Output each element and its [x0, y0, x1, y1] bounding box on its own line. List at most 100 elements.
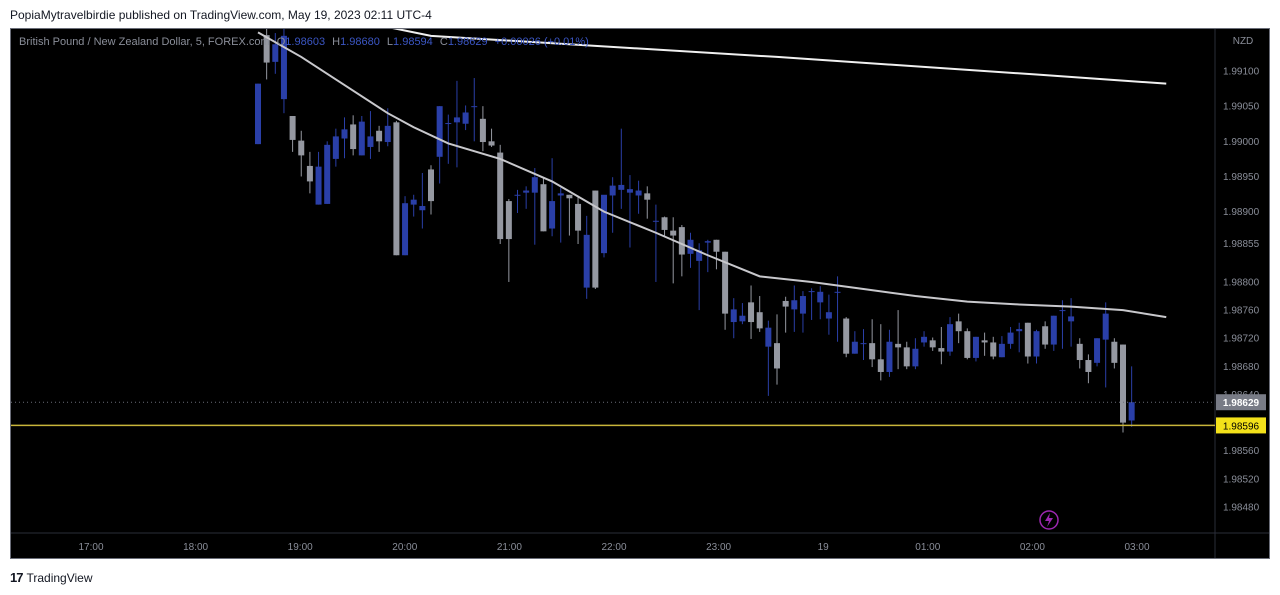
candle-body	[626, 189, 633, 193]
candle-body	[1016, 329, 1023, 332]
candle-body	[1128, 402, 1135, 421]
candle-body	[748, 302, 755, 323]
candle-body	[505, 201, 512, 240]
candle-body	[436, 106, 443, 157]
price-tick-label: 1.99100	[1223, 67, 1260, 78]
currency-label: NZD	[1233, 36, 1254, 47]
price-tick-label: 1.98560	[1223, 446, 1260, 457]
candle-body	[877, 359, 884, 372]
price-tick-label: 1.98520	[1223, 474, 1260, 485]
tradingview-logo-icon: 17	[10, 570, 24, 585]
candle-body	[661, 217, 668, 230]
candle-body	[471, 106, 478, 108]
close-value: 1.98629	[447, 36, 488, 48]
candle-body	[384, 125, 391, 143]
candle-body	[341, 129, 348, 139]
candle-body	[704, 241, 711, 243]
price-tick-label: 1.98680	[1223, 362, 1260, 373]
time-tick-label: 23:00	[706, 542, 731, 553]
candle-body	[782, 300, 789, 307]
price-chart[interactable]: NZD 1.99100 1.99050 1.99000 1.98950 1.98900 1.…	[11, 29, 1269, 558]
candle-body	[1120, 344, 1126, 423]
candle-body	[652, 220, 659, 222]
candle-body	[306, 165, 313, 182]
candle-body	[324, 144, 331, 204]
open-label: O	[276, 36, 286, 48]
candle-body	[808, 291, 815, 293]
candle-body	[350, 124, 357, 150]
candle-body	[402, 203, 409, 256]
candle-body	[453, 117, 460, 123]
candle-body	[912, 348, 919, 367]
candle-body	[540, 184, 547, 232]
close-label: C	[439, 36, 448, 48]
candle-body	[332, 136, 339, 159]
candle-body	[756, 312, 763, 329]
low-label: L	[386, 36, 394, 48]
candle-body	[929, 340, 936, 348]
candle-body	[1033, 331, 1040, 357]
low-value: 1.98594	[393, 36, 433, 48]
published-caption: PopiaMytravelbirdie published on Trading…	[10, 8, 432, 22]
candle-body	[1094, 338, 1101, 363]
candle-body	[514, 194, 521, 196]
lightning-bolt-shape	[1045, 513, 1053, 527]
candle-body	[428, 169, 434, 202]
candle-body	[670, 230, 677, 236]
candle-body	[938, 348, 945, 352]
candle-body	[635, 190, 642, 196]
candle-body	[886, 341, 893, 372]
candle-body	[419, 206, 426, 211]
candle-body	[990, 342, 997, 357]
lightning-icon[interactable]	[1039, 510, 1059, 530]
candle-body	[972, 336, 979, 358]
last-price-value: 1.98629	[1223, 398, 1260, 409]
symbol-name: British Pound / New Zealand Dollar, 5, F…	[19, 36, 270, 48]
moving-average-upper-line	[392, 29, 1167, 85]
candle-body	[566, 194, 573, 199]
time-tick-label: 19	[818, 542, 830, 553]
candle-body	[358, 121, 365, 156]
candle-body	[730, 309, 737, 323]
candle-body	[860, 343, 867, 345]
candle-body	[289, 116, 296, 140]
time-tick-label: 21:00	[497, 542, 522, 553]
horizontal-level-tag	[1216, 417, 1266, 434]
candle-body	[523, 190, 530, 193]
candle-body	[1007, 332, 1014, 344]
candle-body	[921, 336, 928, 343]
candle-body	[592, 190, 599, 288]
price-tick-label: 1.98760	[1223, 306, 1260, 317]
candle-body	[272, 44, 279, 62]
candle-body	[609, 185, 616, 196]
candle-body	[1050, 315, 1057, 345]
candle-body	[263, 35, 270, 63]
time-tick-label: 02:00	[1020, 542, 1045, 553]
tradingview-footer[interactable]: 17 TradingView	[10, 570, 93, 585]
candle-body	[488, 141, 495, 146]
time-tick-label: 22:00	[601, 542, 626, 553]
candle-body	[462, 112, 469, 124]
candle-body	[575, 203, 582, 231]
candle-body	[955, 321, 962, 332]
time-tick-label: 18:00	[183, 542, 208, 553]
horizontal-level-value: 1.98596	[1223, 421, 1260, 432]
candle-body	[678, 227, 685, 255]
candle-body	[531, 177, 538, 193]
candle-body	[298, 140, 305, 156]
candle-body	[315, 166, 322, 205]
candle-body	[696, 250, 703, 261]
candle-body	[947, 324, 953, 352]
candle-body	[1059, 310, 1066, 312]
chart-panel[interactable]: NZD 1.99100 1.99050 1.99000 1.98950 1.98900 1.…	[10, 28, 1270, 559]
candle-body	[998, 343, 1005, 358]
time-tick-label: 03:00	[1124, 542, 1149, 553]
candle-body	[843, 318, 850, 354]
candle-body	[851, 341, 858, 354]
price-tick-label: 1.99000	[1223, 137, 1260, 148]
candle-body	[376, 130, 383, 142]
time-tick-label: 19:00	[288, 542, 313, 553]
candle-body	[497, 152, 504, 240]
price-tick-label: 1.98800	[1223, 277, 1260, 288]
candle-body	[557, 193, 564, 196]
